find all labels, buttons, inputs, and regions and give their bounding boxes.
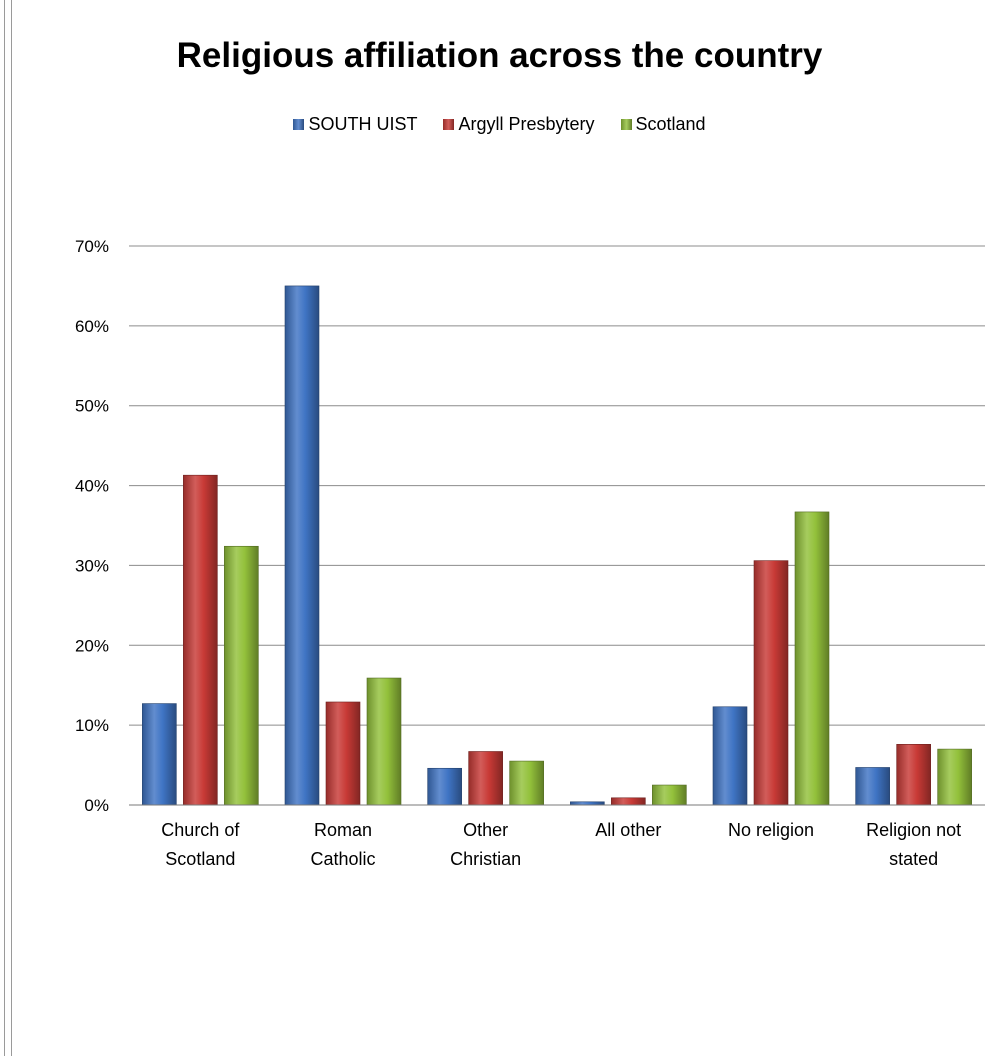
legend-swatch-scotland bbox=[620, 119, 632, 130]
x-category-label: Religion not bbox=[866, 820, 961, 840]
legend-swatch-south-uist bbox=[293, 119, 305, 130]
x-category-label: Roman bbox=[314, 820, 372, 840]
bar bbox=[183, 474, 218, 806]
x-category-label: Christian bbox=[450, 849, 521, 869]
x-category-label: Scotland bbox=[165, 849, 235, 869]
bar-chart-plot: 0% 10% 20% 30% 40% 50% 60% 70% Church of Scotland… bbox=[75, 237, 985, 869]
bar bbox=[611, 797, 646, 806]
bar bbox=[427, 767, 462, 806]
bar bbox=[468, 751, 503, 806]
y-tick-label: 40% bbox=[75, 477, 109, 496]
bar bbox=[855, 767, 890, 806]
y-tick-label: 30% bbox=[75, 556, 109, 575]
legend-label-south-uist: SOUTH UIST bbox=[308, 114, 418, 134]
x-category-label: Church of bbox=[161, 820, 240, 840]
x-category-label: Other bbox=[463, 820, 508, 840]
x-category-label: stated bbox=[889, 849, 938, 869]
bar bbox=[142, 703, 177, 806]
page-frame-divider bbox=[11, 0, 12, 1056]
chart-area: Religious affiliation across the country… bbox=[12, 8, 987, 1056]
bar bbox=[366, 677, 402, 806]
bar bbox=[896, 744, 931, 806]
chart-legend: SOUTH UIST Argyll Presbytery Scotland bbox=[12, 114, 987, 135]
y-tick-label: 0% bbox=[84, 796, 109, 815]
x-category-label: No religion bbox=[728, 820, 814, 840]
chart-title: Religious affiliation across the country bbox=[176, 36, 823, 75]
bar bbox=[284, 285, 320, 806]
y-tick-label: 50% bbox=[75, 397, 109, 416]
bar bbox=[753, 560, 789, 806]
axes: 0% 10% 20% 30% 40% 50% 60% 70% Church of Scotland… bbox=[75, 237, 985, 869]
page-frame-left bbox=[0, 0, 5, 1056]
y-tick-label: 10% bbox=[75, 716, 109, 735]
bars bbox=[142, 285, 972, 806]
legend-item-argyll-presbytery: Argyll Presbytery bbox=[443, 114, 595, 135]
legend-label-scotland: Scotland bbox=[635, 114, 706, 134]
bar bbox=[224, 545, 259, 806]
y-tick-label: 20% bbox=[75, 636, 109, 655]
y-tick-label: 60% bbox=[75, 317, 109, 336]
x-category-label: Catholic bbox=[310, 849, 375, 869]
legend-swatch-argyll-presbytery bbox=[443, 119, 455, 130]
bar bbox=[325, 701, 361, 806]
bar bbox=[937, 748, 972, 806]
y-tick-label: 70% bbox=[75, 237, 109, 256]
x-category-label: All other bbox=[595, 820, 661, 840]
legend-label-argyll-presbytery: Argyll Presbytery bbox=[458, 114, 595, 134]
bar bbox=[712, 706, 748, 806]
bar bbox=[794, 511, 830, 806]
bar bbox=[509, 760, 544, 806]
bar bbox=[652, 784, 687, 806]
legend-item-south-uist: SOUTH UIST bbox=[293, 114, 417, 135]
legend-item-scotland: Scotland bbox=[620, 114, 706, 135]
